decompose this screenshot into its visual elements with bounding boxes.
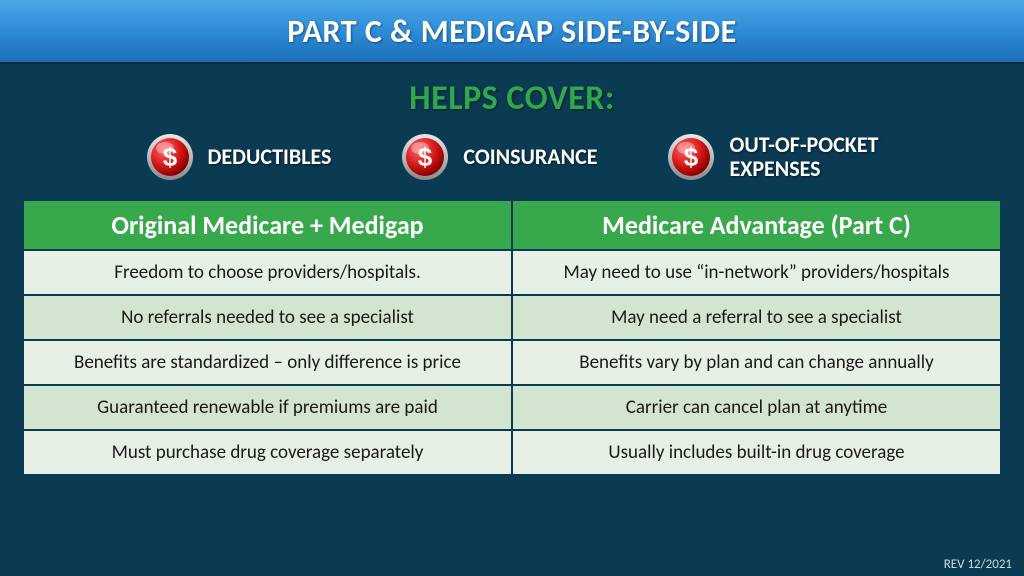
table-cell: Freedom to choose providers/hospitals. <box>24 251 511 294</box>
cover-item-oop: $ OUT-OF-POCKET EXPENSES <box>667 133 878 181</box>
header-bar: PART C & MEDIGAP SIDE-BY-SIDE <box>0 0 1024 64</box>
subtitle: HELPS COVER: <box>0 78 1024 119</box>
cover-label: COINSURANCE <box>463 145 597 169</box>
table-row: Must purchase drug coverage separately U… <box>24 431 1000 474</box>
column-header-advantage: Medicare Advantage (Part C) <box>513 201 1000 249</box>
cover-item-coinsurance: $ COINSURANCE <box>401 133 597 181</box>
table-cell: No referrals needed to see a specialist <box>24 296 511 339</box>
dollar-coin-icon: $ <box>667 133 715 181</box>
table-row: No referrals needed to see a specialist … <box>24 296 1000 339</box>
table-row: Guaranteed renewable if premiums are pai… <box>24 386 1000 429</box>
table-cell: Usually includes built-in drug coverage <box>513 431 1000 474</box>
dollar-coin-icon: $ <box>146 133 194 181</box>
page-title: PART C & MEDIGAP SIDE-BY-SIDE <box>287 12 736 51</box>
comparison-table: Original Medicare + Medigap Medicare Adv… <box>22 199 1002 476</box>
table-cell: May need to use “in-network” providers/h… <box>513 251 1000 294</box>
table-cell: Carrier can cancel plan at anytime <box>513 386 1000 429</box>
table-row: Freedom to choose providers/hospitals. M… <box>24 251 1000 294</box>
column-header-medigap: Original Medicare + Medigap <box>24 201 511 249</box>
table-cell: Must purchase drug coverage separately <box>24 431 511 474</box>
cover-label: OUT-OF-POCKET EXPENSES <box>729 133 878 181</box>
cover-item-deductibles: $ DEDUCTIBLES <box>146 133 332 181</box>
svg-text:$: $ <box>162 142 177 172</box>
table-cell: Benefits vary by plan and can change ann… <box>513 341 1000 384</box>
table-row: Benefits are standardized – only differe… <box>24 341 1000 384</box>
svg-text:$: $ <box>418 142 433 172</box>
revision-footer: REV 12/2021 <box>944 557 1012 572</box>
table-cell: Guaranteed renewable if premiums are pai… <box>24 386 511 429</box>
table-cell: May need a referral to see a specialist <box>513 296 1000 339</box>
svg-text:$: $ <box>684 142 699 172</box>
table-header-row: Original Medicare + Medigap Medicare Adv… <box>24 201 1000 249</box>
covers-row: $ DEDUCTIBLES $ COINSURANCE $ OUT-OF-POC… <box>0 133 1024 181</box>
table-cell: Benefits are standardized – only differe… <box>24 341 511 384</box>
cover-label: DEDUCTIBLES <box>208 145 332 169</box>
dollar-coin-icon: $ <box>401 133 449 181</box>
